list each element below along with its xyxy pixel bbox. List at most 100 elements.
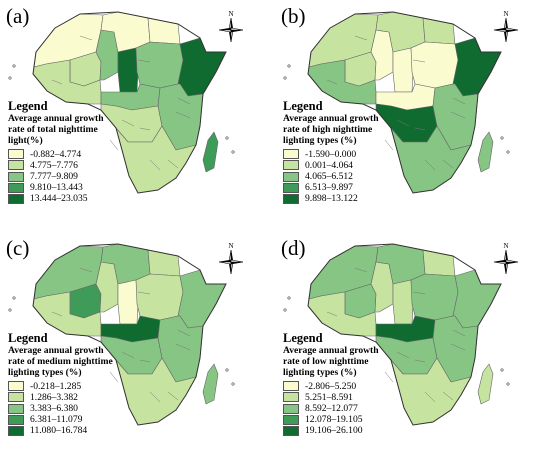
legend-subtitle-line: lighting types (%) [283, 367, 357, 379]
internal-border [326, 79, 338, 85]
continent-outline [32, 11, 227, 194]
legend-swatch [8, 392, 24, 403]
region-egypt [147, 17, 181, 45]
internal-border [450, 111, 466, 119]
region-chad [117, 279, 139, 325]
region-egypt [422, 249, 456, 277]
panel-label: (a) [6, 4, 30, 28]
region-sudan [410, 41, 459, 89]
internal-border [177, 97, 191, 105]
island [231, 382, 235, 386]
legend-subtitle-line: rate of high nighttime [283, 124, 373, 136]
legend-range-label: 7.777–9.809 [30, 170, 78, 182]
legend-range-label: 13.444–23.035 [30, 193, 88, 205]
internal-border [175, 343, 191, 351]
island [12, 64, 16, 68]
internal-border [139, 359, 151, 363]
panel-label: (d) [281, 236, 306, 260]
internal-border [177, 329, 191, 337]
legend: Legend Average annual growth rate of total… [8, 100, 158, 205]
legend-swatch [8, 414, 24, 425]
island [283, 76, 287, 80]
map-panel-c: (c) N Legend Average annual growth rate of m… [0, 232, 275, 464]
legend-item: -0.882–4.774 [8, 149, 158, 160]
legend-range-label: 9.898–13.122 [305, 193, 358, 205]
legend-item: 0.001–4.064 [283, 160, 433, 171]
internal-border [442, 391, 454, 401]
internal-border [452, 97, 466, 105]
island [506, 150, 510, 154]
legend-range-label: 6.381–11.079 [30, 414, 83, 426]
compass-icon: N [218, 242, 244, 275]
legend-subtitle-line: rate of total nighttime [8, 124, 98, 136]
island [225, 136, 229, 140]
internal-border [175, 111, 191, 119]
internal-border [424, 159, 436, 171]
compass-icon: N [493, 242, 519, 275]
region-madagascar [477, 363, 494, 405]
region-madagascar [202, 363, 219, 405]
internal-border [384, 139, 394, 151]
legend-swatch [8, 381, 24, 392]
legend-item: -0.218–1.285 [8, 381, 158, 392]
continent-outline [307, 11, 502, 194]
region-chad [392, 47, 414, 93]
legend-range-label: 19.106–26.100 [305, 425, 363, 437]
legend-swatch [8, 171, 24, 182]
legend-range-label: 0.001–4.064 [305, 159, 353, 171]
legend-item: 5.251–8.591 [283, 392, 433, 403]
legend-item: 6.513–9.897 [283, 182, 433, 193]
internal-border [137, 291, 151, 295]
legend-range-label: -1.590–0.000 [305, 148, 357, 160]
region-madagascar [477, 131, 494, 173]
legend-range-label: 5.251–8.591 [305, 391, 353, 403]
island [500, 136, 504, 140]
legend-range-label: 9.810–13.443 [30, 182, 83, 194]
compass-north-label: N [228, 10, 233, 18]
legend-subtitle-line: Average annual growth [283, 113, 379, 124]
legend-subtitle-line: Average annual growth [8, 113, 104, 124]
legend-subtitle-line: lighting types (%) [283, 135, 357, 147]
legend-item: 13.444–23.035 [8, 193, 158, 204]
legend-swatch [283, 149, 299, 160]
legend-swatch [283, 425, 299, 436]
legend-swatch [283, 392, 299, 403]
internal-border [412, 291, 426, 295]
island [500, 368, 504, 372]
internal-border [450, 343, 466, 351]
island [231, 150, 235, 154]
legend-item: 11.080–16.784 [8, 425, 158, 436]
compass-north-label: N [503, 10, 508, 18]
internal-border [396, 351, 410, 359]
legend-subtitle-line: rate of medium nighttime [8, 356, 113, 368]
island [287, 64, 291, 68]
island [12, 296, 16, 300]
legend-title: Legend [283, 331, 323, 345]
legend-swatch [8, 403, 24, 414]
map-panel-b: (b) N Legend Average annual growth rate of h… [275, 0, 550, 232]
internal-border [452, 329, 466, 337]
legend-subtitle-line: Average annual growth [283, 345, 379, 356]
legend-swatch [8, 160, 24, 171]
internal-border [109, 139, 119, 151]
legend-item: 12.078–19.105 [283, 414, 433, 425]
legend-subtitle-line: light(%) [8, 135, 43, 147]
legend-item: 19.106–26.100 [283, 425, 433, 436]
legend-item: 9.898–13.122 [283, 193, 433, 204]
internal-border [79, 35, 93, 41]
internal-border [51, 79, 63, 85]
internal-border [370, 51, 377, 63]
internal-border [149, 159, 161, 171]
internal-border [95, 51, 102, 63]
legend-item: 9.810–13.443 [8, 182, 158, 193]
legend-title: Legend [8, 331, 48, 345]
compass-north-label: N [228, 242, 233, 250]
africa-map-d [283, 243, 510, 426]
legend-item: 6.381–11.079 [8, 414, 158, 425]
legend-range-label: 11.080–16.784 [30, 425, 88, 437]
legend-title: Legend [8, 99, 48, 113]
legend-swatch [283, 414, 299, 425]
legend-swatch [8, 193, 24, 204]
legend-swatch [8, 425, 24, 436]
legend-range-label: 8.592–12.077 [305, 402, 358, 414]
